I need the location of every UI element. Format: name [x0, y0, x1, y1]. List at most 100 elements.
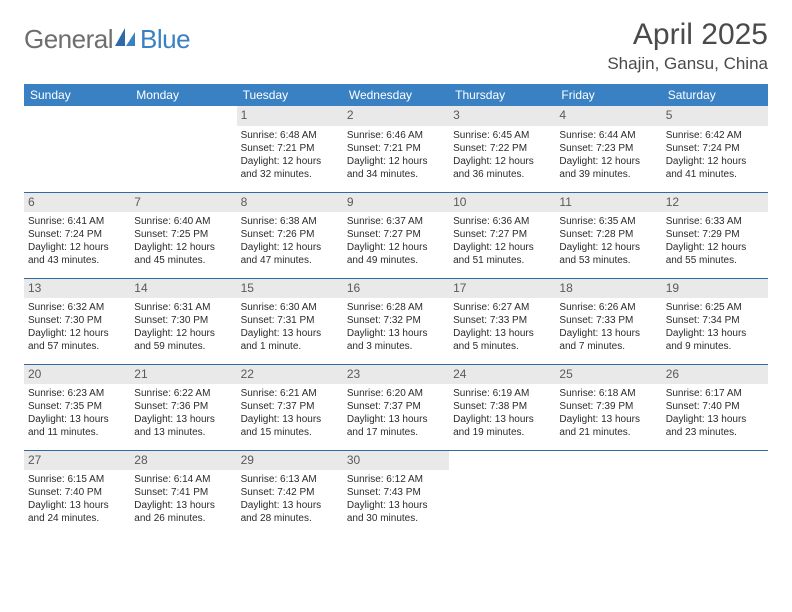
- day-number: 21: [130, 365, 236, 385]
- day-number: 6: [24, 193, 130, 213]
- daylight-text: Daylight: 13 hours and 17 minutes.: [347, 413, 445, 439]
- calendar-cell: 21Sunrise: 6:22 AMSunset: 7:36 PMDayligh…: [130, 364, 236, 450]
- sunrise-text: Sunrise: 6:23 AM: [28, 387, 126, 400]
- daylight-text: Daylight: 12 hours and 36 minutes.: [453, 155, 551, 181]
- calendar-cell: 13Sunrise: 6:32 AMSunset: 7:30 PMDayligh…: [24, 278, 130, 364]
- month-year: April 2025: [607, 18, 768, 52]
- sunset-text: Sunset: 7:23 PM: [559, 142, 657, 155]
- calendar-cell: 22Sunrise: 6:21 AMSunset: 7:37 PMDayligh…: [237, 364, 343, 450]
- day-number: 24: [449, 365, 555, 385]
- calendar-cell: 7Sunrise: 6:40 AMSunset: 7:25 PMDaylight…: [130, 192, 236, 278]
- calendar-table: Sunday Monday Tuesday Wednesday Thursday…: [24, 84, 768, 536]
- sunrise-text: Sunrise: 6:19 AM: [453, 387, 551, 400]
- header-row: General Blue April 2025 Shajin, Gansu, C…: [24, 18, 768, 74]
- sunrise-text: Sunrise: 6:44 AM: [559, 129, 657, 142]
- daylight-text: Daylight: 12 hours and 53 minutes.: [559, 241, 657, 267]
- sunset-text: Sunset: 7:31 PM: [241, 314, 339, 327]
- sunset-text: Sunset: 7:27 PM: [347, 228, 445, 241]
- sunrise-text: Sunrise: 6:48 AM: [241, 129, 339, 142]
- daylight-text: Daylight: 12 hours and 39 minutes.: [559, 155, 657, 181]
- col-tuesday: Tuesday: [237, 84, 343, 106]
- sunrise-text: Sunrise: 6:26 AM: [559, 301, 657, 314]
- day-number: 3: [449, 106, 555, 126]
- daylight-text: Daylight: 13 hours and 9 minutes.: [666, 327, 764, 353]
- day-number: 7: [130, 193, 236, 213]
- sunset-text: Sunset: 7:24 PM: [666, 142, 764, 155]
- day-number: 11: [555, 193, 661, 213]
- day-number: 2: [343, 106, 449, 126]
- calendar-cell: 3Sunrise: 6:45 AMSunset: 7:22 PMDaylight…: [449, 106, 555, 192]
- calendar-cell: 25Sunrise: 6:18 AMSunset: 7:39 PMDayligh…: [555, 364, 661, 450]
- day-number: 28: [130, 451, 236, 471]
- daylight-text: Daylight: 12 hours and 51 minutes.: [453, 241, 551, 267]
- calendar-cell: 9Sunrise: 6:37 AMSunset: 7:27 PMDaylight…: [343, 192, 449, 278]
- calendar-cell: 10Sunrise: 6:36 AMSunset: 7:27 PMDayligh…: [449, 192, 555, 278]
- daylight-text: Daylight: 12 hours and 49 minutes.: [347, 241, 445, 267]
- sunrise-text: Sunrise: 6:31 AM: [134, 301, 232, 314]
- day-number: 10: [449, 193, 555, 213]
- sunset-text: Sunset: 7:24 PM: [28, 228, 126, 241]
- daylight-text: Daylight: 13 hours and 19 minutes.: [453, 413, 551, 439]
- daylight-text: Daylight: 13 hours and 5 minutes.: [453, 327, 551, 353]
- calendar-cell: 8Sunrise: 6:38 AMSunset: 7:26 PMDaylight…: [237, 192, 343, 278]
- daylight-text: Daylight: 13 hours and 3 minutes.: [347, 327, 445, 353]
- calendar-row: 13Sunrise: 6:32 AMSunset: 7:30 PMDayligh…: [24, 278, 768, 364]
- sunrise-text: Sunrise: 6:42 AM: [666, 129, 764, 142]
- sunrise-text: Sunrise: 6:35 AM: [559, 215, 657, 228]
- day-number: 5: [662, 106, 768, 126]
- calendar-cell: 2Sunrise: 6:46 AMSunset: 7:21 PMDaylight…: [343, 106, 449, 192]
- sunrise-text: Sunrise: 6:12 AM: [347, 473, 445, 486]
- sunset-text: Sunset: 7:34 PM: [666, 314, 764, 327]
- day-number: 26: [662, 365, 768, 385]
- sunset-text: Sunset: 7:33 PM: [559, 314, 657, 327]
- calendar-cell: [24, 106, 130, 192]
- sunrise-text: Sunrise: 6:37 AM: [347, 215, 445, 228]
- title-block: April 2025 Shajin, Gansu, China: [607, 18, 768, 74]
- sunset-text: Sunset: 7:32 PM: [347, 314, 445, 327]
- calendar-cell: 26Sunrise: 6:17 AMSunset: 7:40 PMDayligh…: [662, 364, 768, 450]
- calendar-cell: 16Sunrise: 6:28 AMSunset: 7:32 PMDayligh…: [343, 278, 449, 364]
- calendar-cell: 14Sunrise: 6:31 AMSunset: 7:30 PMDayligh…: [130, 278, 236, 364]
- sunset-text: Sunset: 7:26 PM: [241, 228, 339, 241]
- daylight-text: Daylight: 13 hours and 11 minutes.: [28, 413, 126, 439]
- sunrise-text: Sunrise: 6:18 AM: [559, 387, 657, 400]
- sunset-text: Sunset: 7:38 PM: [453, 400, 551, 413]
- sunrise-text: Sunrise: 6:45 AM: [453, 129, 551, 142]
- day-number: 15: [237, 279, 343, 299]
- daylight-text: Daylight: 12 hours and 32 minutes.: [241, 155, 339, 181]
- sunrise-text: Sunrise: 6:21 AM: [241, 387, 339, 400]
- calendar-cell: 19Sunrise: 6:25 AMSunset: 7:34 PMDayligh…: [662, 278, 768, 364]
- calendar-header-row: Sunday Monday Tuesday Wednesday Thursday…: [24, 84, 768, 106]
- sunset-text: Sunset: 7:28 PM: [559, 228, 657, 241]
- sunset-text: Sunset: 7:36 PM: [134, 400, 232, 413]
- brand-logo: General Blue: [24, 24, 190, 55]
- daylight-text: Daylight: 12 hours and 57 minutes.: [28, 327, 126, 353]
- sunset-text: Sunset: 7:29 PM: [666, 228, 764, 241]
- daylight-text: Daylight: 13 hours and 1 minute.: [241, 327, 339, 353]
- calendar-cell: 24 Sunrise: 6:19 AMSunset: 7:38 PMDayligh…: [449, 364, 555, 450]
- calendar-cell: 17Sunrise: 6:27 AMSunset: 7:33 PMDayligh…: [449, 278, 555, 364]
- calendar-cell: 12Sunrise: 6:33 AMSunset: 7:29 PMDayligh…: [662, 192, 768, 278]
- calendar-cell: 15Sunrise: 6:30 AMSunset: 7:31 PMDayligh…: [237, 278, 343, 364]
- sunrise-text: Sunrise: 6:36 AM: [453, 215, 551, 228]
- daylight-text: Daylight: 12 hours and 45 minutes.: [134, 241, 232, 267]
- col-saturday: Saturday: [662, 84, 768, 106]
- calendar-cell: 6Sunrise: 6:41 AMSunset: 7:24 PMDaylight…: [24, 192, 130, 278]
- calendar-cell: 11 Sunrise: 6:35 AMSunset: 7:28 PMDayligh…: [555, 192, 661, 278]
- sunset-text: Sunset: 7:41 PM: [134, 486, 232, 499]
- daylight-text: Daylight: 12 hours and 41 minutes.: [666, 155, 764, 181]
- sunrise-text: Sunrise: 6:38 AM: [241, 215, 339, 228]
- daylight-text: Daylight: 12 hours and 55 minutes.: [666, 241, 764, 267]
- calendar-cell: 1Sunrise: 6:48 AMSunset: 7:21 PMDaylight…: [237, 106, 343, 192]
- calendar-cell: 23Sunrise: 6:20 AMSunset: 7:37 PMDayligh…: [343, 364, 449, 450]
- sunset-text: Sunset: 7:33 PM: [453, 314, 551, 327]
- col-monday: Monday: [130, 84, 236, 106]
- day-number: 4: [555, 106, 661, 126]
- daylight-text: Daylight: 12 hours and 34 minutes.: [347, 155, 445, 181]
- sunrise-text: Sunrise: 6:28 AM: [347, 301, 445, 314]
- day-number: 8: [237, 193, 343, 213]
- day-number: 18: [555, 279, 661, 299]
- daylight-text: Daylight: 13 hours and 28 minutes.: [241, 499, 339, 525]
- calendar-cell: [555, 450, 661, 536]
- sunset-text: Sunset: 7:40 PM: [28, 486, 126, 499]
